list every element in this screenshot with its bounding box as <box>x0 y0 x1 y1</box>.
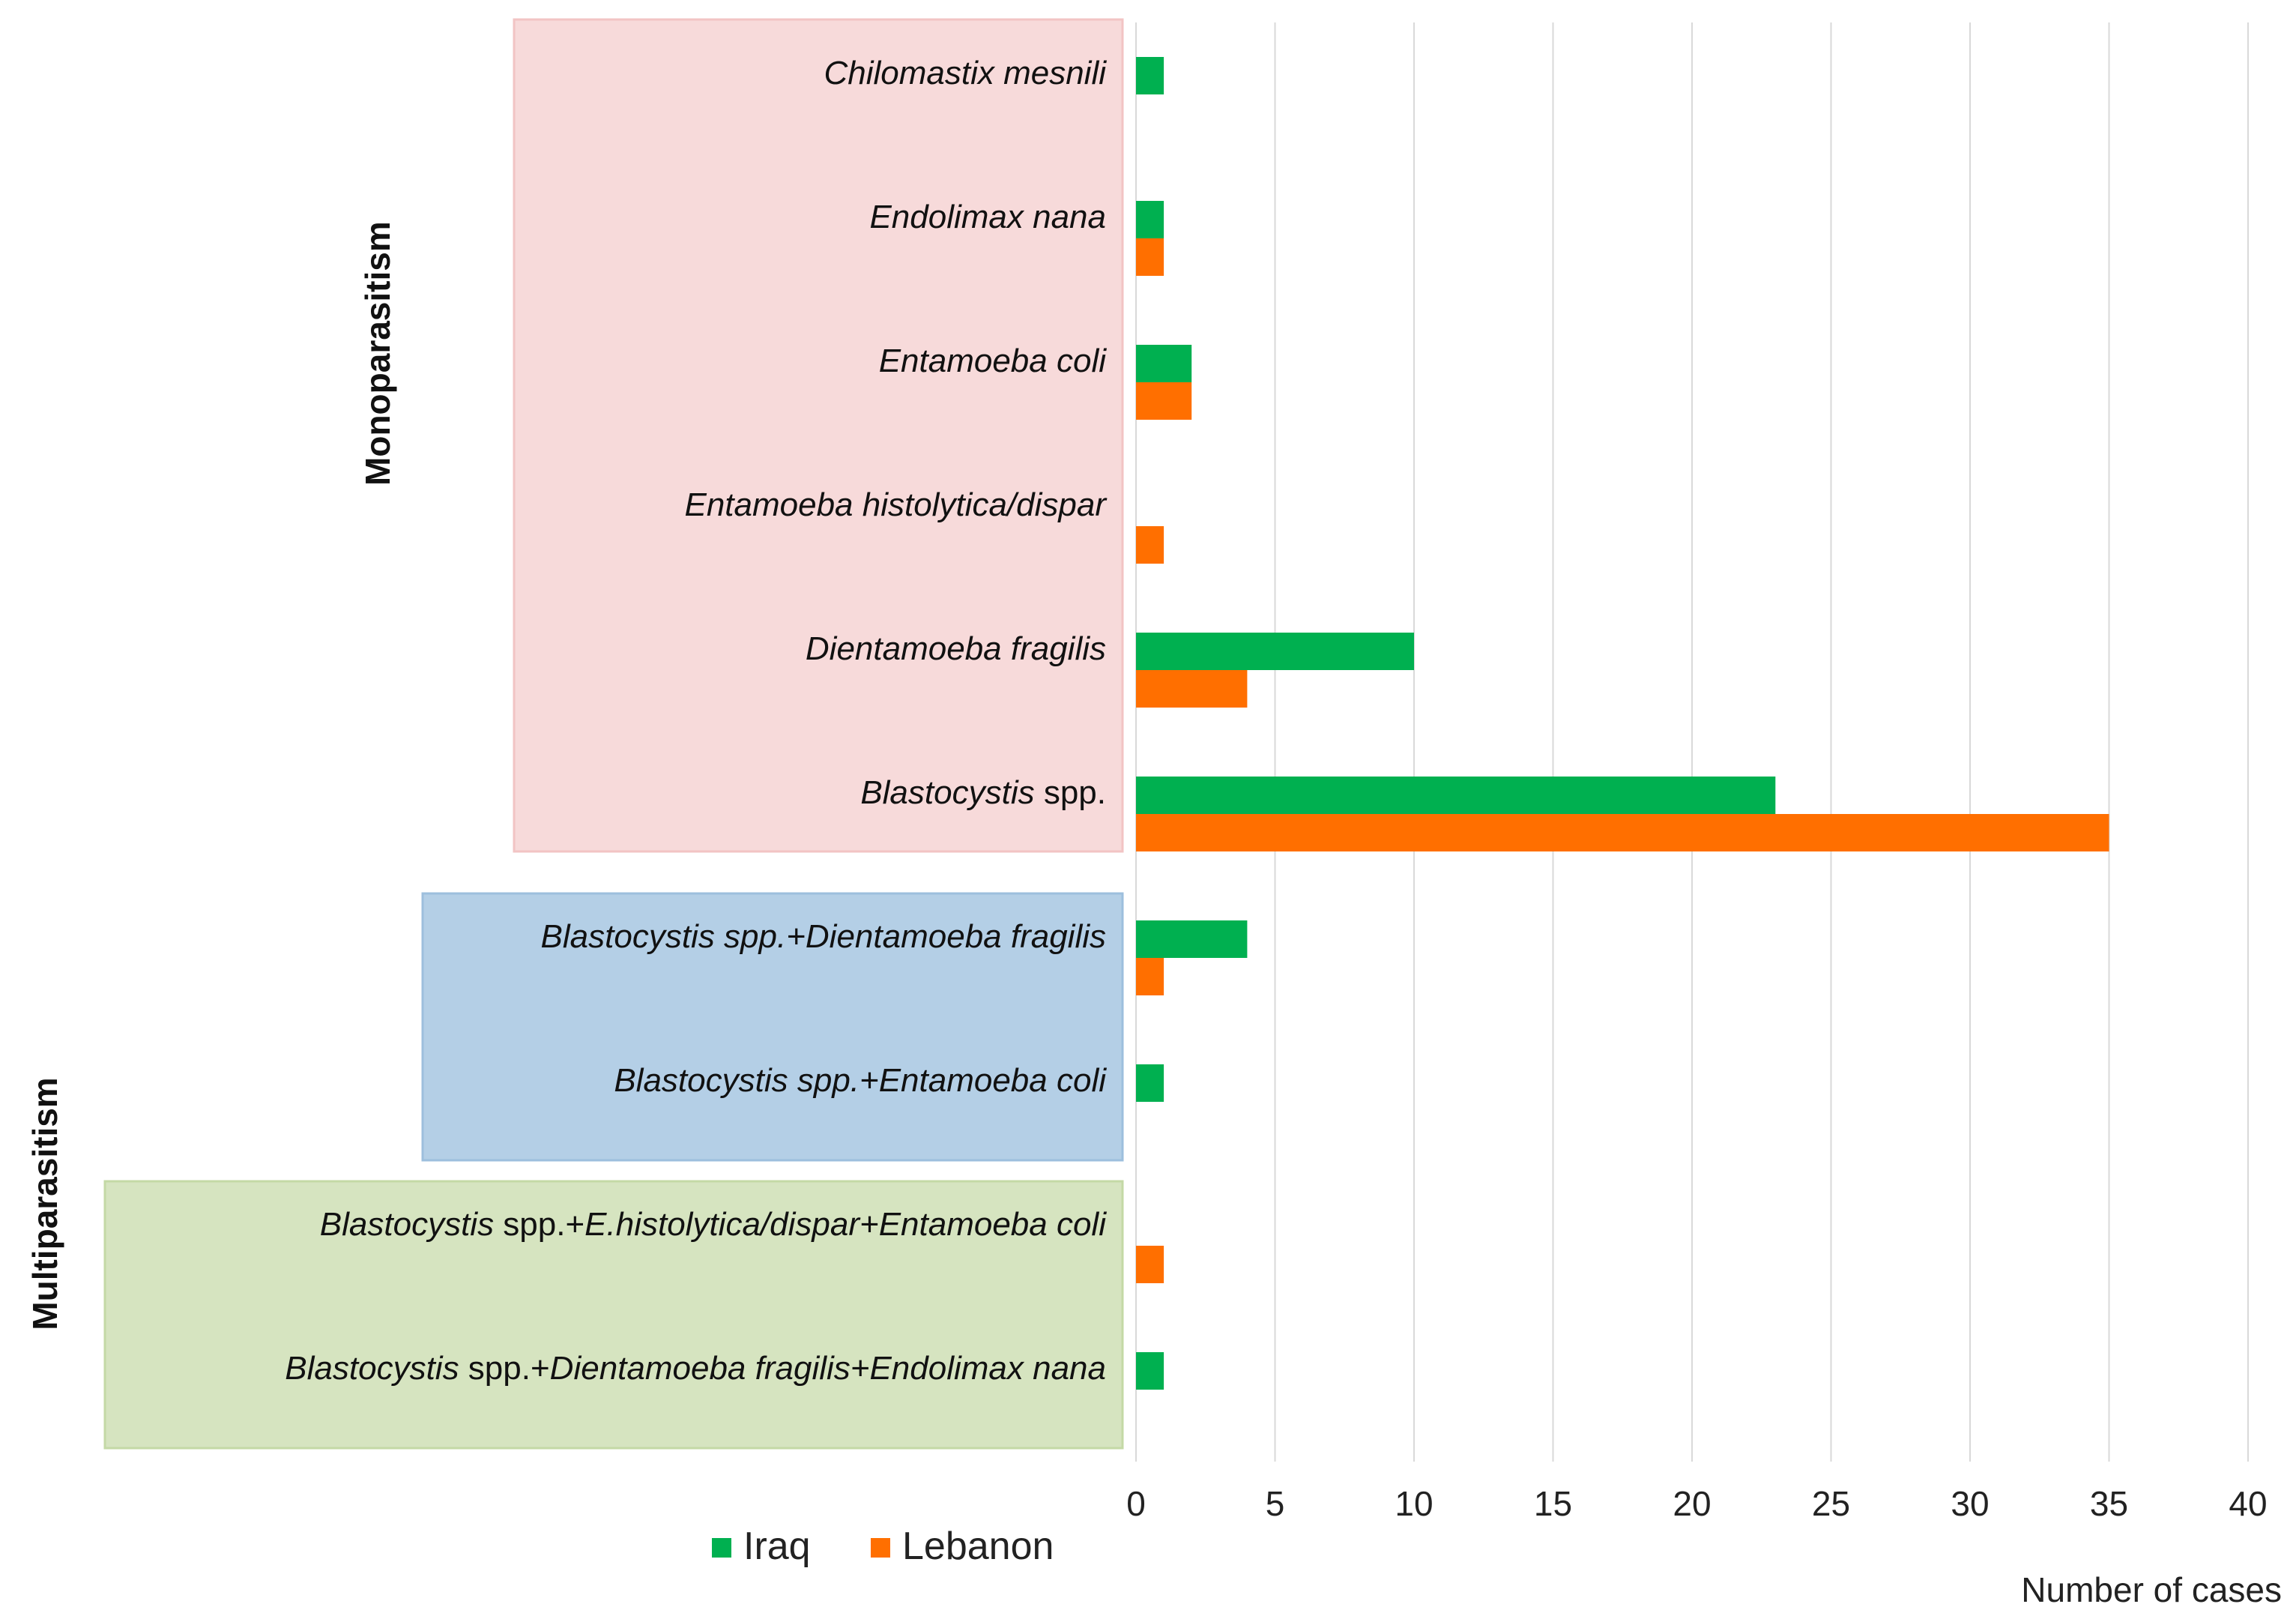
bar-iraq-5 <box>1136 633 1414 670</box>
bar-iraq-7 <box>1136 920 1248 958</box>
category-label-segment: Blastocystis <box>285 1350 459 1387</box>
bars <box>1136 57 2109 1390</box>
category-label: Blastocystis spp.+Entamoeba coli <box>614 1062 1107 1099</box>
x-tick-label: 15 <box>1534 1484 1572 1523</box>
highlight-boxes <box>103 18 1124 1450</box>
bar-iraq-2 <box>1136 201 1164 238</box>
x-tick-label: 0 <box>1126 1484 1146 1523</box>
category-label: Blastocystis spp.+E.histolytica/dispar+E… <box>320 1206 1107 1243</box>
bar-lebanon-7 <box>1136 958 1164 995</box>
category-label-segment: Entamoeba histolytica/dispar <box>684 486 1108 523</box>
x-axis-ticks: 0 5 10 15 20 25 30 35 40 <box>1126 1484 2267 1523</box>
bar-lebanon-9 <box>1136 1246 1164 1283</box>
category-label: Blastocystis spp.+Dientamoeba fragilis <box>541 918 1106 955</box>
category-labels: Chilomastix mesnili Endolimax nana Entamoe… <box>285 55 1108 1387</box>
group-label-multiparasitism: Multiparasitism <box>25 1077 64 1330</box>
legend-label-iraq: Iraq <box>743 1525 811 1568</box>
bar-lebanon-2 <box>1136 238 1164 276</box>
x-tick-label: 10 <box>1395 1484 1433 1523</box>
category-label-segment: Dientamoeba fragilis+Endolimax nana <box>550 1350 1106 1387</box>
group-labels: Monoparasitism Multiparasitism <box>25 221 397 1330</box>
bar-iraq-6 <box>1136 777 1776 814</box>
category-label-segment: Entamoeba coli <box>879 343 1108 379</box>
x-tick-label: 30 <box>1951 1484 1989 1523</box>
group-label-monoparasitism: Monoparasitism <box>358 221 397 486</box>
bar-lebanon-4 <box>1136 526 1164 564</box>
x-tick-label: 25 <box>1812 1484 1850 1523</box>
bar-lebanon-3 <box>1136 382 1192 420</box>
category-label: Dientamoeba fragilis <box>806 630 1106 667</box>
bar-iraq-1 <box>1136 57 1164 94</box>
x-tick-label: 5 <box>1266 1484 1285 1523</box>
legend-swatch-iraq <box>712 1538 731 1558</box>
category-label-segment: Dientamoeba fragilis <box>806 630 1106 667</box>
legend: Iraq Lebanon <box>712 1525 1054 1568</box>
bar-iraq-10 <box>1136 1352 1164 1390</box>
category-label-segment: Blastocystis <box>320 1206 494 1243</box>
category-label: Entamoeba histolytica/dispar <box>684 486 1108 523</box>
category-label: Endolimax nana <box>869 199 1106 235</box>
bar-lebanon-5 <box>1136 670 1248 708</box>
bar-iraq-3 <box>1136 345 1192 382</box>
x-tick-label: 35 <box>2090 1484 2128 1523</box>
x-tick-label: 40 <box>2229 1484 2267 1523</box>
highlight-box-3 <box>103 1180 1124 1450</box>
x-axis-title: Number of cases <box>2021 1570 2282 1609</box>
category-label-segment: Endolimax nana <box>869 199 1106 235</box>
legend-label-lebanon: Lebanon <box>902 1525 1054 1568</box>
category-label: Blastocystis spp. <box>860 774 1106 811</box>
gridlines <box>1135 22 2249 1462</box>
highlight-box-1 <box>513 18 1124 853</box>
highlight-box-2 <box>421 892 1124 1162</box>
category-label-segment: E.histolytica/dispar+Entamoeba coli <box>584 1206 1107 1243</box>
category-label-segment: spp.+ <box>494 1206 584 1243</box>
category-label-segment: spp. <box>1035 774 1106 811</box>
category-label-segment: spp.+ <box>459 1350 550 1387</box>
category-label: Entamoeba coli <box>879 343 1108 379</box>
legend-swatch-lebanon <box>871 1538 890 1558</box>
category-label-segment: Blastocystis spp.+Dientamoeba fragilis <box>541 918 1106 955</box>
bar-iraq-8 <box>1136 1064 1164 1102</box>
category-label-segment: Blastocystis spp.+Entamoeba coli <box>614 1062 1107 1099</box>
category-label-segment: Blastocystis <box>860 774 1034 811</box>
category-label: Chilomastix mesnili <box>824 55 1107 91</box>
category-label-segment: Chilomastix mesnili <box>824 55 1107 91</box>
bar-lebanon-6 <box>1136 814 2109 851</box>
x-tick-label: 20 <box>1673 1484 1711 1523</box>
category-label: Blastocystis spp.+Dientamoeba fragilis+E… <box>285 1350 1106 1387</box>
